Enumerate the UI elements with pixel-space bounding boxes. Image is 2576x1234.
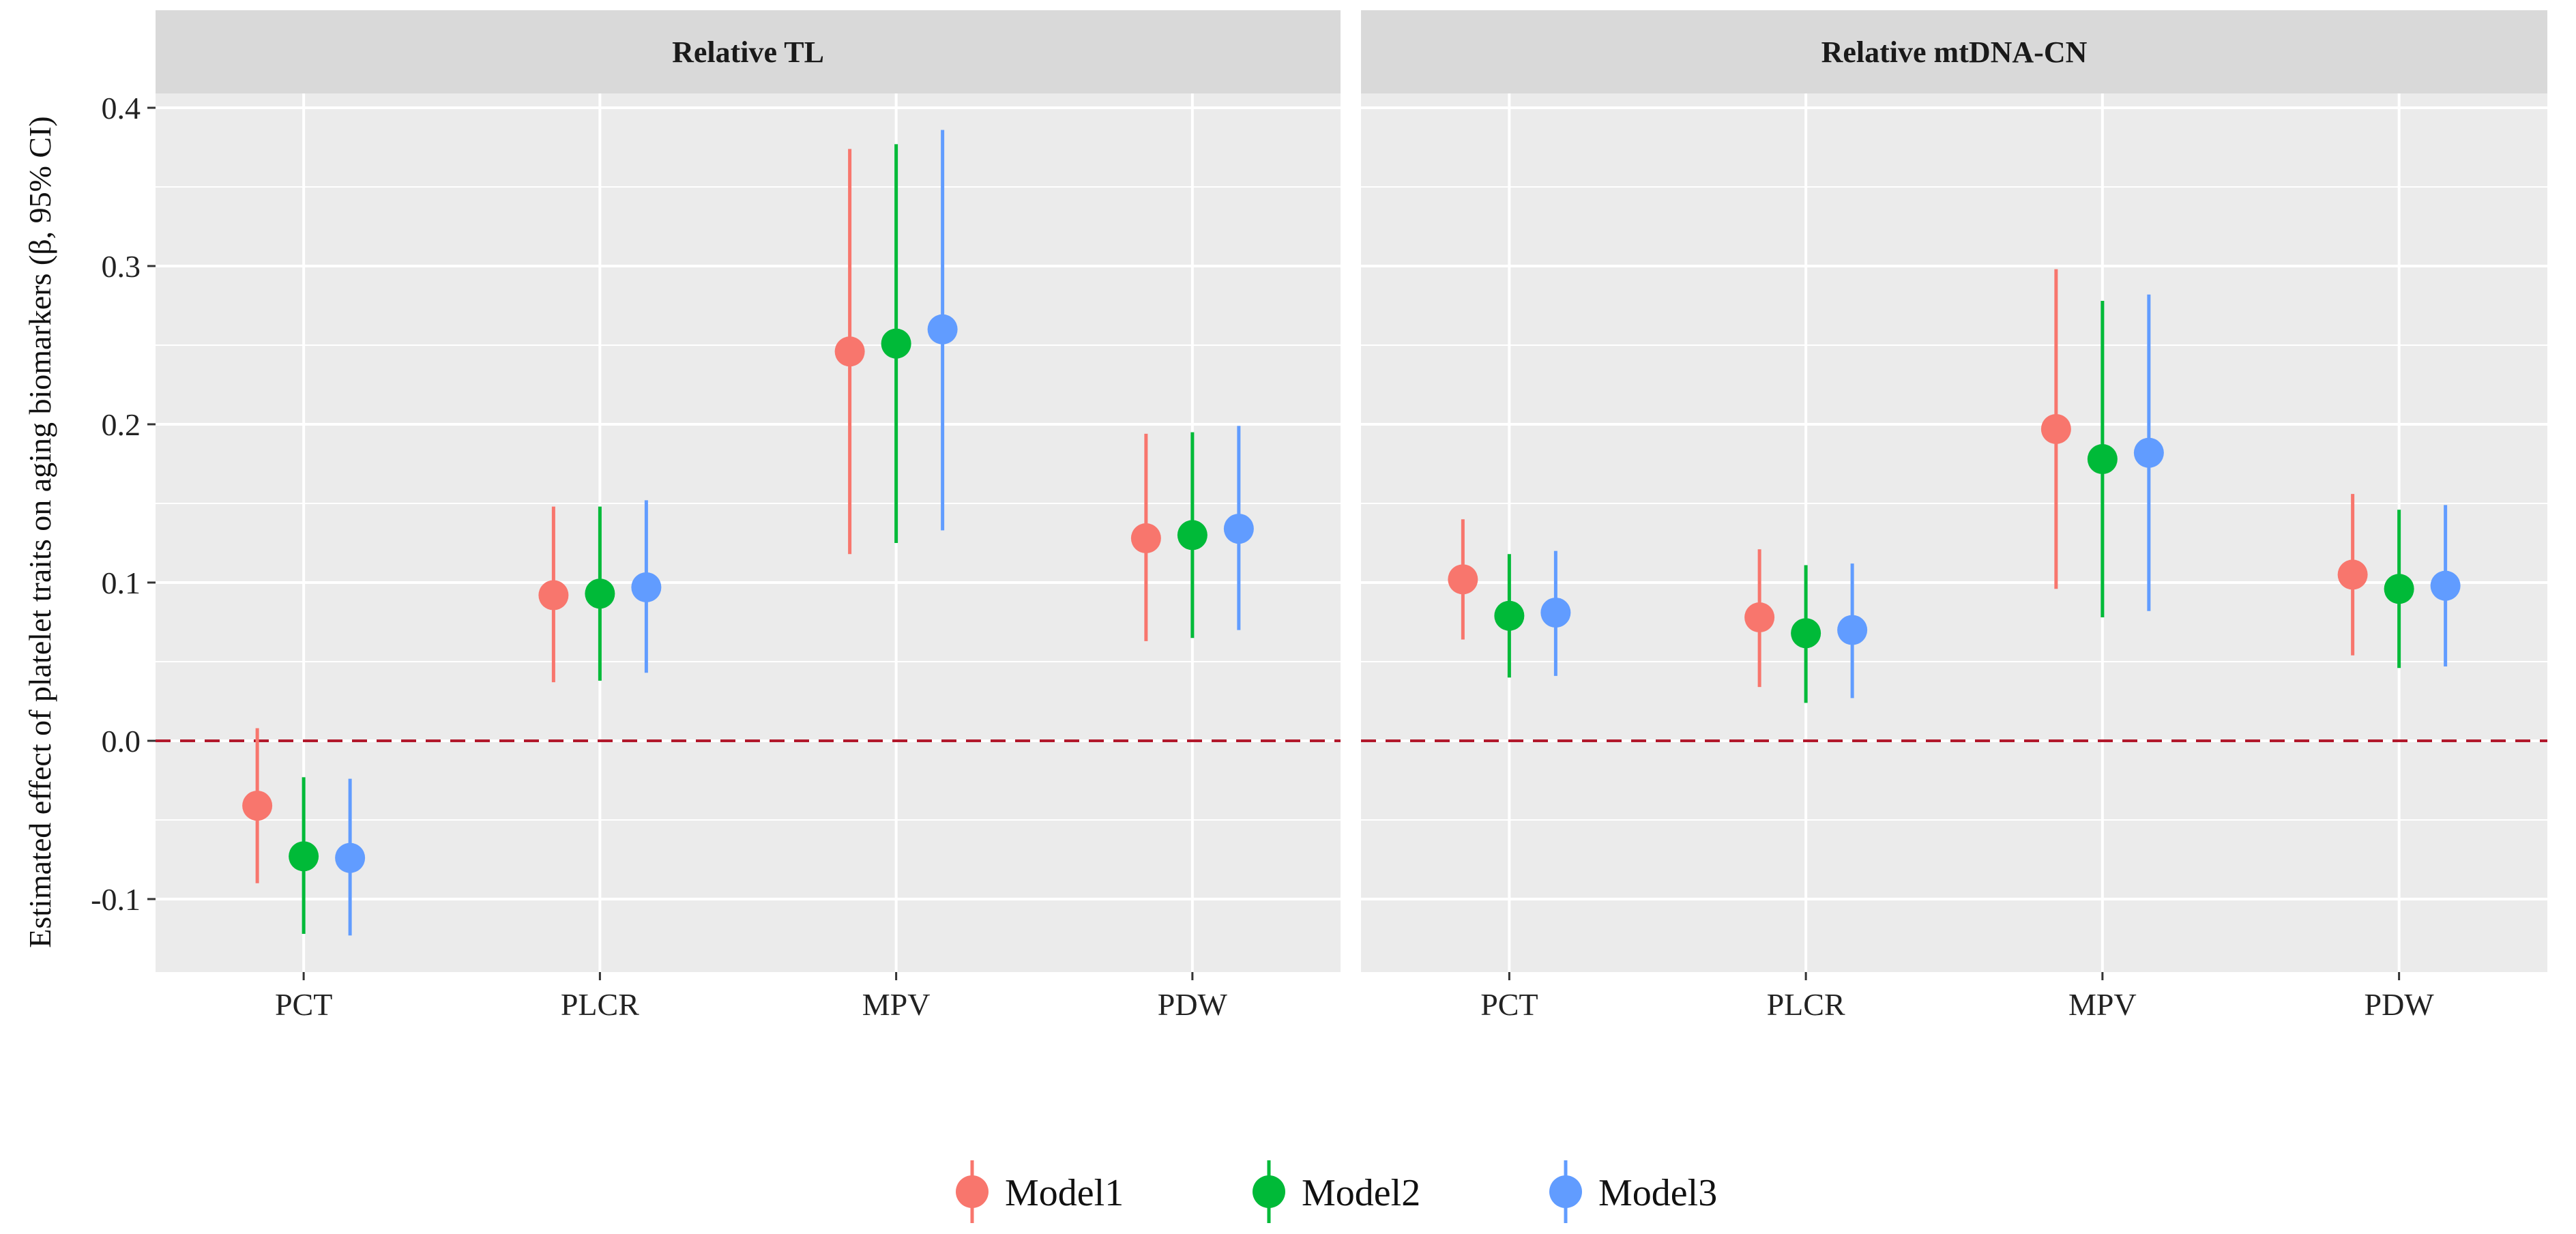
series-model1 bbox=[1448, 269, 2368, 688]
facet-panel-1: Relative TL PCT PLCR MPV PDW bbox=[156, 10, 1341, 1022]
series-model3 bbox=[335, 130, 1254, 936]
panel-background bbox=[1361, 93, 2547, 972]
x-tick-label-mpv: MPV bbox=[2068, 987, 2137, 1022]
legend-key-dot bbox=[956, 1175, 989, 1208]
point-model3-mpv bbox=[2133, 437, 2164, 468]
y-tick-label: 0.0 bbox=[102, 724, 141, 759]
point-model1-plcr bbox=[538, 580, 569, 611]
legend-item-model2: Model2 bbox=[1253, 1160, 1420, 1223]
facet-strip-title: Relative TL bbox=[672, 35, 824, 69]
point-model1-pct bbox=[242, 791, 273, 821]
y-tick-label: 0.4 bbox=[102, 91, 141, 126]
facet-strip bbox=[1361, 10, 2547, 93]
legend-key-dot bbox=[1253, 1175, 1285, 1208]
legend-label: Model3 bbox=[1598, 1172, 1717, 1214]
y-tick-label: 0.2 bbox=[102, 407, 141, 442]
point-model3-pct bbox=[335, 842, 366, 873]
y-tick-label: -0.1 bbox=[91, 882, 141, 917]
x-tick-label-pct: PCT bbox=[275, 987, 332, 1022]
point-model1-pdw bbox=[2337, 559, 2368, 590]
point-model2-pct bbox=[289, 841, 319, 872]
point-model3-pdw bbox=[2430, 570, 2461, 601]
point-model2-pdw bbox=[2384, 574, 2414, 604]
facet-strip bbox=[156, 10, 1341, 93]
legend-item-model1: Model1 bbox=[956, 1160, 1124, 1223]
y-axis-title: Estimated effect of platelet traits on a… bbox=[23, 116, 57, 947]
legend-item-model3: Model3 bbox=[1549, 1160, 1717, 1223]
x-tick-label-plcr: PLCR bbox=[1767, 987, 1845, 1022]
point-model1-pct bbox=[1448, 564, 1478, 595]
legend: Model1 Model2 Model3 bbox=[956, 1160, 1717, 1223]
facet-panel-2: Relative mtDNA-CN PCT PLCR MPV PDW bbox=[1361, 10, 2547, 1022]
point-model1-mpv bbox=[2040, 413, 2071, 444]
point-model1-mpv bbox=[834, 336, 865, 367]
point-model2-pdw bbox=[1177, 520, 1208, 550]
series-model3 bbox=[1540, 294, 2461, 699]
point-model3-plcr bbox=[1837, 615, 1868, 645]
panel-background bbox=[156, 93, 1341, 972]
x-tick-label-mpv: MPV bbox=[862, 987, 931, 1022]
facet-strip-title: Relative mtDNA-CN bbox=[1821, 35, 2088, 69]
x-tick-label-pdw: PDW bbox=[2365, 987, 2435, 1022]
legend-label: Model2 bbox=[1302, 1172, 1420, 1214]
point-model1-pdw bbox=[1130, 523, 1161, 554]
point-model3-pct bbox=[1540, 598, 1571, 628]
legend-label: Model1 bbox=[1005, 1172, 1124, 1214]
point-model2-mpv bbox=[2087, 444, 2118, 475]
point-model2-mpv bbox=[881, 328, 911, 359]
point-model2-plcr bbox=[1791, 618, 1821, 649]
series-model2 bbox=[1494, 301, 2414, 703]
y-tick-label: 0.3 bbox=[102, 249, 141, 284]
x-tick-label-pdw: PDW bbox=[1158, 987, 1228, 1022]
point-model3-mpv bbox=[927, 314, 958, 344]
y-tick-label: 0.1 bbox=[102, 565, 141, 600]
x-tick-label-pct: PCT bbox=[1480, 987, 1538, 1022]
point-model3-plcr bbox=[631, 572, 662, 602]
point-model2-pct bbox=[1494, 600, 1525, 631]
point-model1-plcr bbox=[1744, 602, 1775, 633]
x-tick-label-plcr: PLCR bbox=[561, 987, 639, 1022]
series-model1 bbox=[242, 149, 1161, 883]
legend-key-dot bbox=[1549, 1175, 1582, 1208]
point-model2-plcr bbox=[585, 578, 615, 609]
series-model2 bbox=[289, 144, 1208, 935]
y-axis: -0.1 0.0 0.1 0.2 0.3 0.4 bbox=[91, 91, 156, 917]
point-model3-pdw bbox=[1223, 514, 1254, 544]
